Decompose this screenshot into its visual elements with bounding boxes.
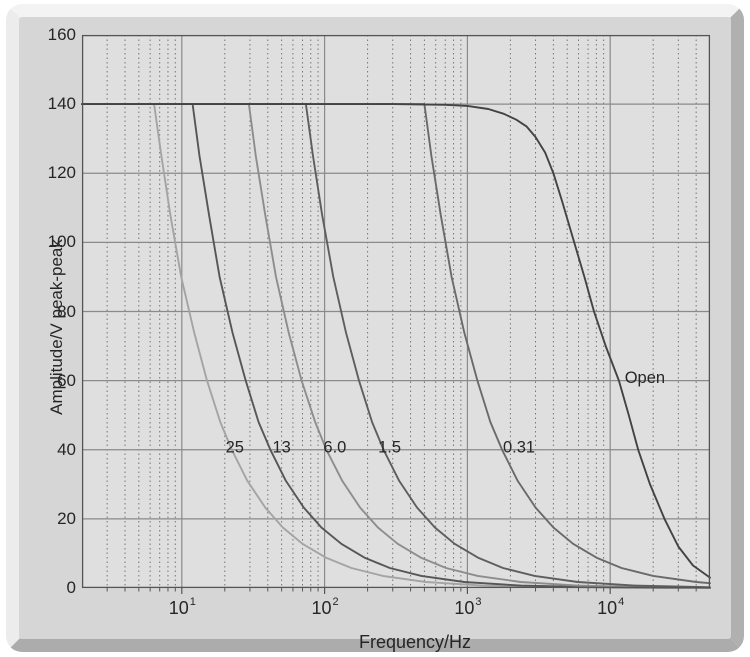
y-tick-label: 140 [47, 94, 76, 114]
x-tick-label: 102 [311, 596, 339, 618]
y-tick-label: 40 [57, 439, 76, 459]
curve-6.0 [81, 103, 711, 589]
y-tick-label: 120 [47, 163, 76, 183]
plot-area: 25 13 6.0 1.5 0.31 Open [81, 34, 711, 594]
y-tick-label: 20 [57, 508, 76, 528]
axes-box [81, 34, 711, 589]
y-tick-label: 60 [57, 370, 76, 390]
curve-13 [81, 103, 711, 589]
curve-label-13: 13 [272, 438, 290, 456]
curve-label-1.5: 1.5 [378, 438, 401, 456]
curve-label-25: 25 [226, 438, 244, 456]
x-tick-label: 103 [454, 596, 482, 618]
x-axis-title: Frequency/Hz [358, 632, 472, 652]
y-tick-label: 80 [57, 301, 76, 321]
curve-label-6.0: 6.0 [323, 438, 346, 456]
x-tick-label: 104 [597, 596, 625, 618]
y-tick-label: 0 [66, 578, 76, 597]
x-tick-label: 101 [168, 596, 196, 618]
curve-label-0.31: 0.31 [503, 438, 535, 456]
y-tick-label: 160 [47, 25, 76, 44]
curve-label-Open: Open [625, 369, 665, 387]
curve-1.5 [81, 103, 711, 589]
curve-0.31 [81, 103, 711, 585]
chart-canvas: 25 13 6.0 1.5 0.31 Open [81, 34, 711, 594]
curve-Open [81, 103, 711, 579]
y-tick-label: 100 [47, 232, 76, 252]
curve-25 [81, 103, 711, 589]
y-axis-title: Amplitude/V peak-peak [47, 239, 66, 415]
